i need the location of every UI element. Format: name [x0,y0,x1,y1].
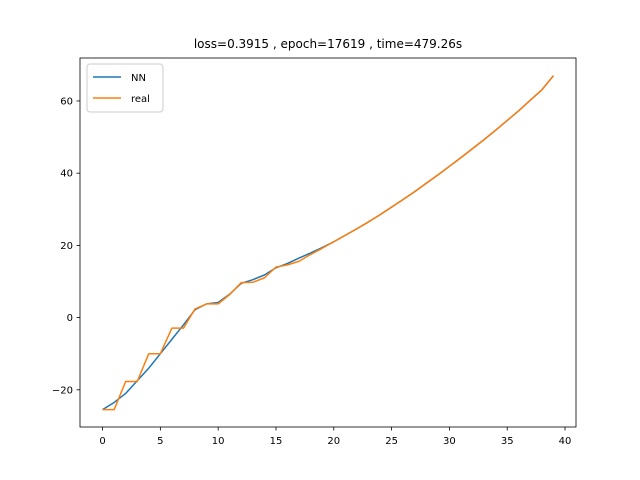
legend-box [86,63,164,113]
y-tick-label: 20 [60,241,73,252]
legend: NN real [86,63,164,113]
plot-frame [79,57,577,428]
chart-title: loss=0.3915 , epoch=17619 , time=479.26s [194,37,462,51]
y-tick-label: −20 [52,385,73,396]
x-tick-label: 0 [99,436,105,447]
x-tick-label: 25 [385,436,398,447]
x-tick-label: 35 [501,436,514,447]
x-tick-label: 30 [443,436,456,447]
legend-label-real: real [131,94,150,105]
x-tick-label: 10 [212,436,225,447]
series-layer [102,75,555,411]
y-tick-label: 0 [67,313,73,324]
y-tick-label: 60 [60,96,73,107]
axes-layer: 0 5 10 15 20 25 30 35 40 −20 0 20 40 60 [52,57,577,447]
y-tick-label: 40 [60,169,73,180]
x-tick-label: 15 [270,436,283,447]
x-tick-label: 40 [559,436,572,447]
legend-label-nn: NN [131,73,146,84]
series-line-real [102,75,555,411]
x-tick-label: 5 [157,436,163,447]
x-tick-label: 20 [327,436,340,447]
